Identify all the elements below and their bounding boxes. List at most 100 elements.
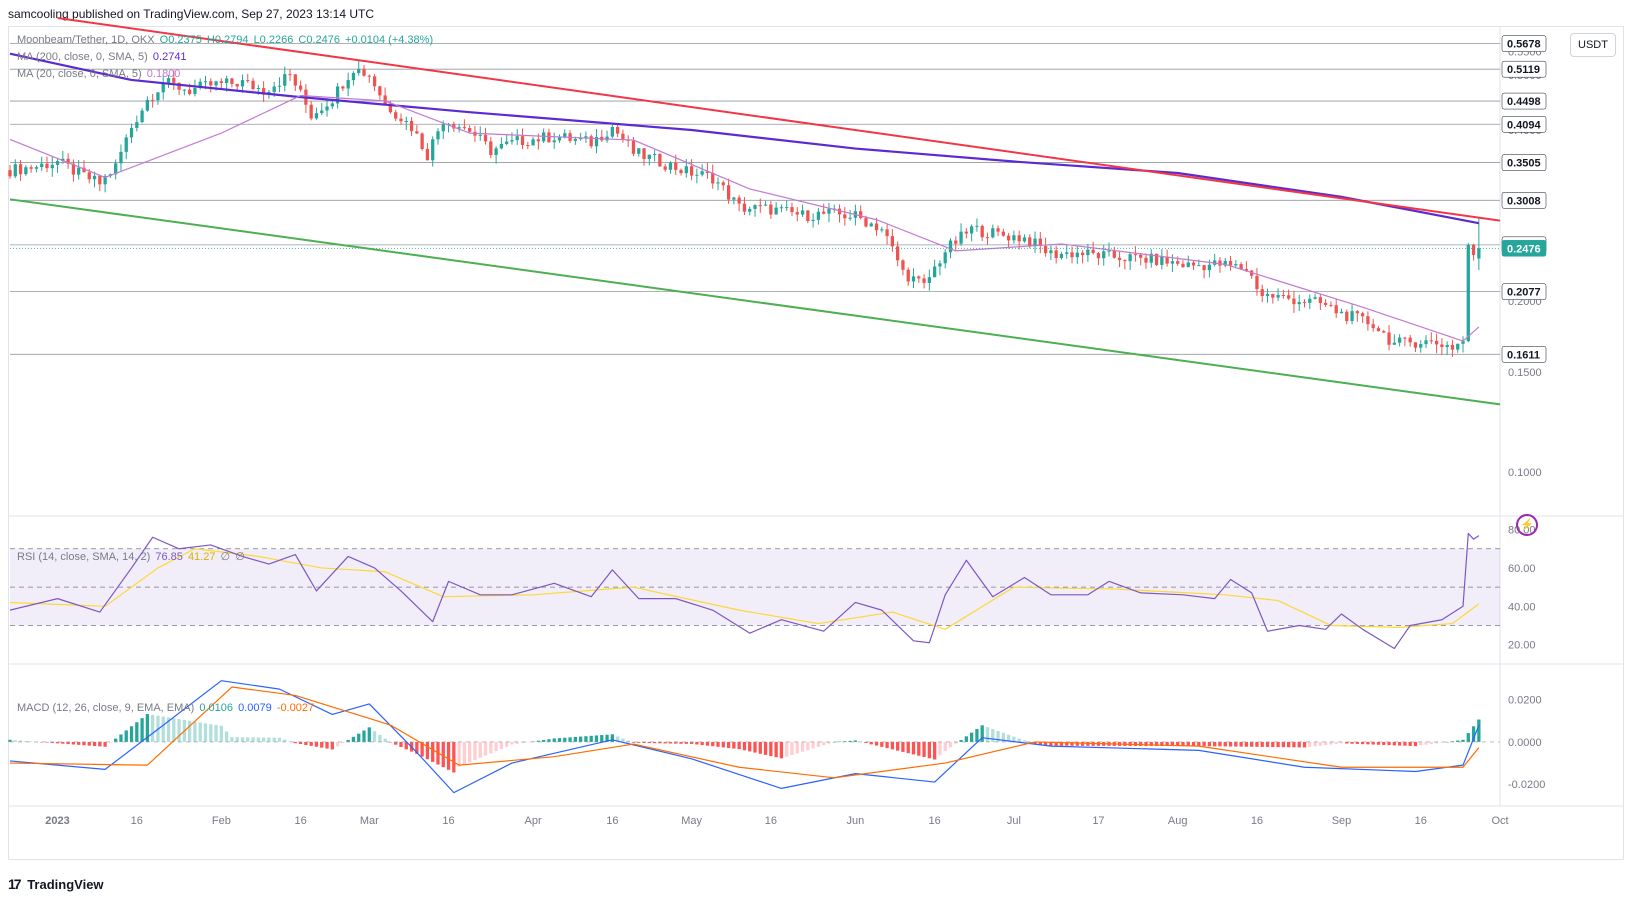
macd-histogram-bar <box>573 736 577 742</box>
candle-body <box>29 167 33 169</box>
candle-body <box>631 140 636 154</box>
macd-histogram-bar <box>261 737 266 742</box>
lightning-icon[interactable]: ⚡ <box>1516 514 1538 536</box>
candle-body <box>156 92 160 101</box>
candle-body <box>50 164 54 169</box>
symbol-label: Moonbeam/Tether, 1D, OKX <box>17 34 155 46</box>
candle-body <box>890 236 895 247</box>
macd-histogram-bar <box>103 741 107 747</box>
macd-histogram-bar <box>1144 741 1148 746</box>
rsi-line <box>9 532 1480 650</box>
candle-body <box>1176 261 1180 264</box>
macd-histogram-bar <box>1149 741 1153 747</box>
candle-body <box>87 172 91 180</box>
candle-body <box>1360 313 1365 317</box>
macd-histogram-bar <box>314 741 319 747</box>
macd-histogram-bar <box>246 737 250 742</box>
macd-histogram-bar <box>1065 741 1069 746</box>
candle-body <box>1429 340 1433 342</box>
candle-body <box>40 163 44 168</box>
candle-body <box>1070 252 1074 258</box>
candle-body <box>135 122 139 128</box>
time-axis-tick: 17 <box>1092 815 1104 827</box>
candle-body <box>531 139 535 146</box>
macd-histogram-bar <box>1382 741 1386 745</box>
level-price-label-text: 0.4094 <box>1507 119 1542 131</box>
candle-body <box>341 86 345 89</box>
candle-body <box>161 83 165 93</box>
rsi-axis-tick: 20.00 <box>1508 640 1536 652</box>
macd-histogram-bar <box>1139 741 1143 746</box>
rsi-ma-line <box>9 548 1480 630</box>
time-axis-tick: 16 <box>442 815 454 827</box>
macd-histogram-bar <box>1191 741 1196 747</box>
macd-histogram-bar <box>1012 736 1016 742</box>
resistance-trendline <box>57 16 1501 222</box>
candle-body <box>811 219 815 222</box>
macd-histogram-bar <box>1038 741 1042 745</box>
candle-body <box>515 136 519 141</box>
candle-body <box>1128 254 1132 262</box>
macd-histogram-bar <box>848 740 852 742</box>
candle-body <box>77 167 81 175</box>
level-price-label-text: 0.3008 <box>1507 195 1541 207</box>
macd-histogram-bar <box>499 741 504 749</box>
macd-histogram-bar <box>742 741 747 751</box>
macd-histogram-bar <box>652 741 657 744</box>
macd-histogram-bar <box>304 741 308 745</box>
macd-histogram-bar <box>1308 741 1312 747</box>
macd-histogram-bar <box>98 741 102 747</box>
macd-histogram-bar <box>452 741 456 773</box>
macd-histogram-bar <box>283 739 287 742</box>
macd-histogram-bar <box>320 741 324 748</box>
candle-body <box>594 136 599 147</box>
macd-histogram-bar <box>991 729 995 742</box>
ma200-line <box>9 52 1480 225</box>
macd-histogram-bar <box>615 736 620 742</box>
level-price-label <box>1501 35 1547 52</box>
candle-body <box>1350 311 1354 322</box>
currency-button[interactable]: USDT <box>1570 33 1616 57</box>
macd-histogram-bar <box>901 741 905 752</box>
tradingview-footer[interactable]: 17 TradingView <box>8 876 104 892</box>
candle-body <box>415 131 419 134</box>
macd-histogram-bar <box>822 741 826 746</box>
candle-body <box>954 240 958 244</box>
candle-body <box>1419 344 1423 348</box>
macd-histogram-bar <box>853 740 858 742</box>
candle-body <box>1165 256 1169 264</box>
candle-body <box>1091 249 1095 254</box>
macd-histogram-bar <box>795 741 799 754</box>
macd-histogram-bar <box>1376 741 1381 745</box>
macd-histogram-bar <box>1440 741 1444 743</box>
macd-histogram-bar <box>674 741 678 744</box>
macd-histogram-bar <box>874 741 879 746</box>
candle-body <box>198 81 202 88</box>
time-axis-tick: Aug <box>1168 815 1188 827</box>
macd-histogram-bar <box>404 741 408 750</box>
macd-histogram-bar <box>1234 741 1238 747</box>
candle-body <box>1139 254 1143 258</box>
macd-histogram-bar <box>1033 741 1037 745</box>
candle-body <box>1466 244 1470 342</box>
macd-histogram-bar <box>129 726 134 742</box>
macd-histogram-bar <box>1218 741 1222 747</box>
macd-histogram-bar <box>964 736 968 742</box>
open-value: O0.2375 <box>159 34 202 46</box>
candle-body <box>621 133 625 140</box>
candle-body <box>1059 253 1064 258</box>
macd-histogram-bar <box>1466 733 1470 742</box>
candle-body <box>1170 261 1175 264</box>
candle-body <box>1292 298 1296 305</box>
macd-histogram-bar <box>378 734 382 742</box>
candle-body <box>425 148 430 161</box>
macd-histogram-bar <box>510 741 514 745</box>
candle-body <box>652 153 657 155</box>
macd-histogram-bar <box>483 741 488 756</box>
candle-body <box>1387 332 1391 345</box>
macd-histogram-bar <box>198 722 202 742</box>
candle-body <box>452 124 456 129</box>
macd-histogram-bar <box>1043 741 1048 746</box>
candle-body <box>1086 249 1090 256</box>
